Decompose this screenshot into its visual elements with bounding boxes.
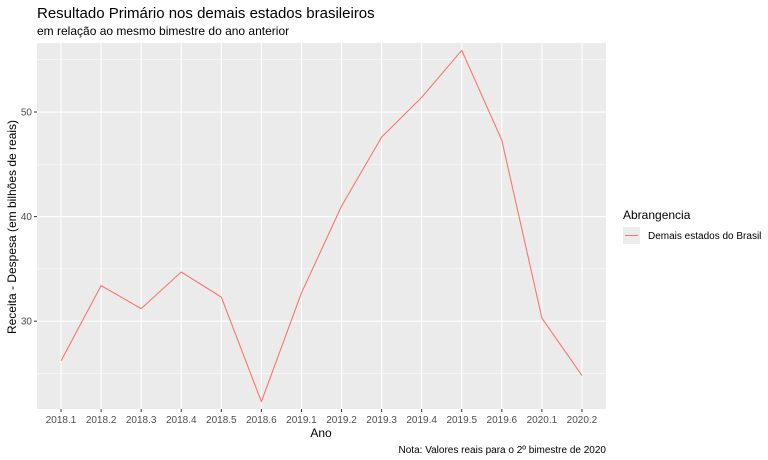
plot-panel	[37, 43, 606, 409]
x-tick-label: 2019.3	[366, 415, 397, 426]
x-tick-label: 2020.2	[567, 415, 598, 426]
panel-background	[37, 43, 606, 409]
x-tick-label: 2019.2	[326, 415, 357, 426]
x-tick-label: 2018.4	[166, 415, 197, 426]
legend-label: Demais estados do Brasil	[648, 231, 761, 242]
x-tick-label: 2020.1	[527, 415, 558, 426]
x-axis-label: Ano	[310, 426, 332, 440]
legend: Abrangencia Demais estados do Brasil	[623, 208, 761, 244]
x-tick-label: 2019.5	[446, 415, 477, 426]
x-tick-label: 2019.6	[487, 415, 518, 426]
x-tick-label: 2018.6	[246, 415, 277, 426]
series-layer	[60, 49, 583, 403]
chart-caption: Nota: Valores reais para o 2º bimestre d…	[399, 445, 607, 456]
y-tick-label: 50	[21, 108, 33, 119]
y-tick-label: 30	[21, 317, 33, 328]
series-line	[60, 49, 583, 403]
y-axis: 30 40 50	[21, 108, 37, 328]
chart-title: Resultado Primário nos demais estados br…	[37, 5, 375, 22]
x-tick-label: 2019.4	[406, 415, 437, 426]
y-axis-label: Receita - Despesa (em bilhões de reais)	[5, 120, 19, 334]
chart-subtitle: em relação ao mesmo bimestre do ano ante…	[37, 24, 289, 38]
x-tick-label: 2018.2	[86, 415, 117, 426]
y-tick-label: 40	[21, 212, 33, 223]
legend-title: Abrangencia	[623, 208, 691, 222]
x-tick-label: 2019.1	[286, 415, 317, 426]
x-tick-label: 2018.1	[46, 415, 77, 426]
x-axis: 2018.1 2018.2 2018.3 2018.4 2018.5 2018.6 2019…	[46, 409, 598, 426]
x-tick-label: 2018.5	[206, 415, 237, 426]
x-tick-label: 2018.3	[126, 415, 157, 426]
